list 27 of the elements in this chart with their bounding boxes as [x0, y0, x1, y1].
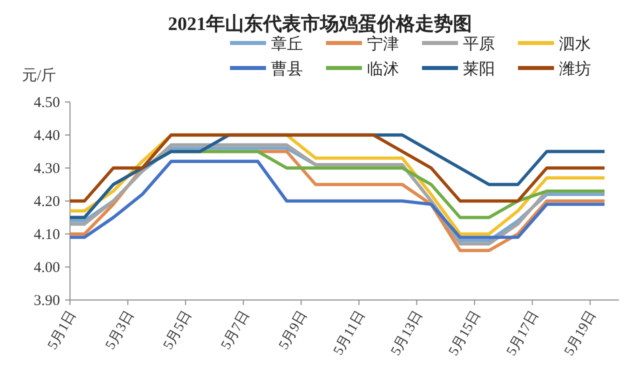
x-tick-label: 5月17日 [504, 308, 542, 358]
legend-label: 章丘 [271, 35, 303, 53]
y-tick-label: 4.10 [34, 227, 60, 243]
legend-label: 平原 [463, 36, 495, 53]
y-tick-label: 3.90 [34, 293, 60, 309]
x-tick-label: 5月13日 [388, 308, 426, 358]
legend-label: 泗水 [559, 35, 591, 53]
legend-label: 潍坊 [559, 60, 591, 78]
y-tick-label: 4.30 [34, 161, 60, 177]
chart-title: 2021年山东代表市场鸡蛋价格走势图 [168, 13, 472, 35]
y-tick-label: 4.50 [34, 95, 60, 111]
x-tick-label: 5月1日 [45, 308, 80, 352]
x-tick-label: 5月7日 [218, 308, 253, 352]
x-tick-label: 5月3日 [103, 308, 138, 352]
y-tick-label: 4.20 [34, 194, 60, 210]
y-tick-label: 4.40 [34, 128, 60, 144]
x-tick-label: 5月15日 [446, 308, 484, 358]
legend-label: 宁津 [367, 35, 399, 53]
legend-label: 曹县 [271, 60, 303, 78]
x-tick-label: 5月5日 [161, 308, 196, 352]
legend-label: 莱阳 [463, 60, 495, 78]
y-axis-title: 元/斤 [22, 67, 56, 84]
x-tick-label: 5月9日 [276, 308, 311, 352]
x-tick-label: 5月11日 [331, 308, 368, 358]
y-tick-label: 4.00 [34, 260, 60, 276]
x-tick-label: 5月19日 [562, 308, 600, 358]
legend-label: 临沭 [367, 61, 399, 78]
